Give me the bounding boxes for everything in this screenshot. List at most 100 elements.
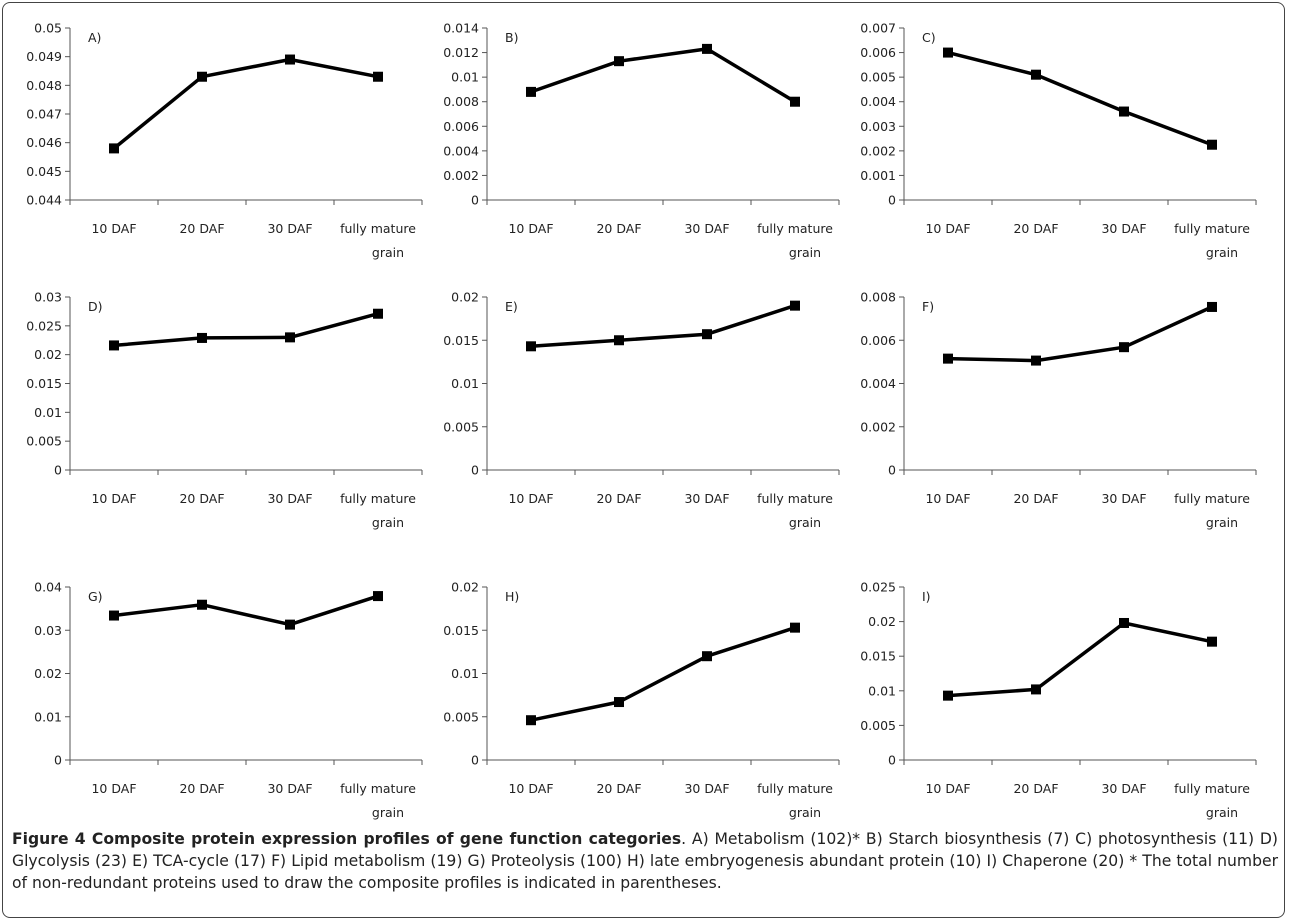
x-tick-label: fully mature [1174, 491, 1250, 506]
data-point [109, 610, 119, 621]
y-tick-label: 0.015 [26, 376, 62, 391]
x-tick-label: 20 DAF [596, 781, 641, 796]
x-tick-label: 30 DAF [1101, 491, 1146, 506]
y-tick-label: 0.02 [34, 666, 62, 681]
x-tick-label: 20 DAF [1013, 221, 1058, 236]
chart-panel-9: 0 0.005 0.01 0.015 0.02 0.025 10 DAF 20 DAF 30 D… [860, 580, 1257, 820]
data-point [373, 71, 383, 82]
x-tick-label: 30 DAF [1101, 781, 1146, 796]
x-tick-label: 10 DAF [508, 491, 553, 506]
x-tick-label: grain [1206, 805, 1238, 820]
x-tick-label: 30 DAF [684, 491, 729, 506]
y-tick-label: 0.01 [451, 376, 479, 391]
x-tick-label: grain [1206, 245, 1238, 260]
x-tick-label: fully mature [340, 781, 416, 796]
y-tick-label: 0.002 [443, 168, 479, 183]
y-tick-label: 0.006 [860, 333, 896, 348]
series-line [530, 626, 796, 722]
y-tick-label: 0.002 [860, 143, 896, 158]
y-tick-label: 0.04 [34, 580, 62, 595]
x-tick-label: 20 DAF [179, 221, 224, 236]
x-tick-label: fully mature [757, 491, 833, 506]
y-tick-label: 0.02 [34, 347, 62, 362]
series-line [113, 312, 379, 348]
panel-label: B) [505, 30, 518, 45]
panel-label: F) [922, 299, 934, 314]
x-tick-label: 10 DAF [925, 221, 970, 236]
y-tick-label: 0 [471, 463, 479, 478]
x-tick-label: grain [789, 515, 821, 530]
data-point [1031, 684, 1041, 695]
y-tick-label: 0 [888, 463, 896, 478]
x-tick-label: grain [372, 245, 404, 260]
data-point [943, 47, 953, 58]
x-tick-label: 10 DAF [925, 491, 970, 506]
x-tick-label: fully mature [757, 221, 833, 236]
x-tick-label: grain [789, 245, 821, 260]
y-tick-label: 0.02 [868, 614, 896, 629]
data-point [285, 619, 295, 630]
data-point [526, 341, 536, 352]
chart-panel-3: 0 0.001 0.002 0.003 0.004 0.005 0.006 0.007 10 D… [860, 21, 1257, 260]
y-tick-label: 0.045 [26, 164, 62, 179]
y-tick-label: 0.048 [26, 78, 62, 93]
y-tick-label: 0.003 [860, 119, 896, 134]
data-point [614, 697, 624, 708]
x-tick-label: 20 DAF [596, 491, 641, 506]
panel-label: E) [505, 299, 518, 314]
x-tick-label: 20 DAF [1013, 491, 1058, 506]
panel-label: H) [505, 589, 519, 604]
panel-label: G) [88, 589, 103, 604]
x-tick-label: 10 DAF [508, 781, 553, 796]
y-tick-label: 0.025 [26, 318, 62, 333]
y-tick-label: 0.001 [860, 168, 896, 183]
data-point [1031, 69, 1041, 80]
y-tick-label: 0 [54, 753, 62, 768]
panel-label: D) [88, 299, 103, 314]
data-point [702, 329, 712, 340]
y-tick-label: 0.005 [443, 709, 479, 724]
y-tick-label: 0.004 [443, 143, 479, 158]
y-tick-label: 0.012 [443, 45, 479, 60]
y-tick-label: 0.01 [868, 683, 896, 698]
series-line [113, 594, 379, 627]
y-tick-label: 0.007 [860, 21, 896, 36]
x-tick-label: fully mature [1174, 221, 1250, 236]
x-tick-label: grain [372, 805, 404, 820]
data-point [1119, 106, 1129, 117]
panel-label: A) [88, 30, 101, 45]
figure-caption: Figure 4 Composite protein expression pr… [12, 828, 1278, 894]
data-point [197, 332, 207, 343]
y-tick-label: 0 [471, 193, 479, 208]
y-tick-label: 0.025 [860, 580, 896, 595]
series-line [112, 57, 379, 150]
y-tick-label: 0.008 [443, 94, 479, 109]
data-point [943, 690, 953, 701]
data-point [373, 308, 383, 319]
y-tick-label: 0.008 [860, 290, 896, 305]
y-tick-label: 0 [471, 753, 479, 768]
panel-label: C) [922, 30, 936, 45]
data-point [526, 86, 536, 97]
data-point [373, 591, 383, 602]
data-point [1207, 139, 1217, 150]
y-tick-label: 0.01 [34, 405, 62, 420]
chart-panel-2: 0 0.002 0.004 0.006 0.008 0.01 0.012 0.014 10 DA… [443, 21, 840, 260]
y-tick-label: 0.044 [26, 193, 62, 208]
data-point [197, 599, 207, 610]
y-tick-label: 0.02 [451, 290, 479, 305]
x-tick-label: 10 DAF [925, 781, 970, 796]
y-tick-label: 0.004 [860, 376, 896, 391]
chart-panel-5: 0 0.005 0.01 0.015 0.02 10 DAF 20 DAF 30 DAF ful… [443, 290, 840, 530]
y-tick-label: 0.03 [34, 623, 62, 638]
x-tick-label: fully mature [757, 781, 833, 796]
data-point [1031, 355, 1041, 366]
data-point [109, 340, 119, 351]
caption-title: Figure 4 Composite protein expression pr… [12, 830, 682, 848]
y-tick-label: 0 [54, 463, 62, 478]
caption-text: . A) Metabolism (102)* B) Starch biosynt… [12, 830, 1279, 892]
data-point [702, 651, 712, 662]
x-tick-label: 10 DAF [508, 221, 553, 236]
data-point [943, 353, 953, 364]
